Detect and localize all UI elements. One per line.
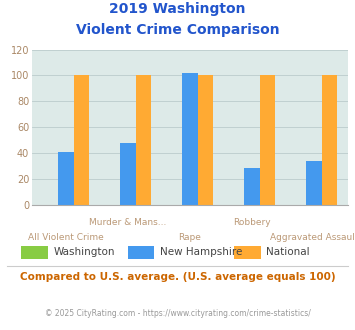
Bar (306, 161, 322, 205)
Bar (198, 75, 213, 205)
Bar (322, 75, 337, 205)
Text: Rape: Rape (179, 233, 201, 242)
Text: Violent Crime Comparison: Violent Crime Comparison (76, 23, 279, 37)
Text: Washington: Washington (53, 248, 115, 257)
Text: © 2025 CityRating.com - https://www.cityrating.com/crime-statistics/: © 2025 CityRating.com - https://www.city… (45, 309, 310, 317)
Text: Compared to U.S. average. (U.S. average equals 100): Compared to U.S. average. (U.S. average … (20, 272, 335, 282)
Text: New Hampshire: New Hampshire (160, 248, 242, 257)
Text: Aggravated Assault: Aggravated Assault (269, 233, 355, 242)
Text: Robbery: Robbery (233, 218, 271, 227)
Bar (74, 75, 89, 205)
Bar (182, 73, 198, 205)
Text: National: National (266, 248, 310, 257)
Text: 2019 Washington: 2019 Washington (109, 2, 246, 16)
Bar (260, 75, 275, 205)
Bar (58, 151, 74, 205)
Bar (244, 168, 260, 205)
Text: Murder & Mans...: Murder & Mans... (89, 218, 166, 227)
Bar (120, 143, 136, 205)
Text: All Violent Crime: All Violent Crime (28, 233, 104, 242)
Bar (136, 75, 151, 205)
